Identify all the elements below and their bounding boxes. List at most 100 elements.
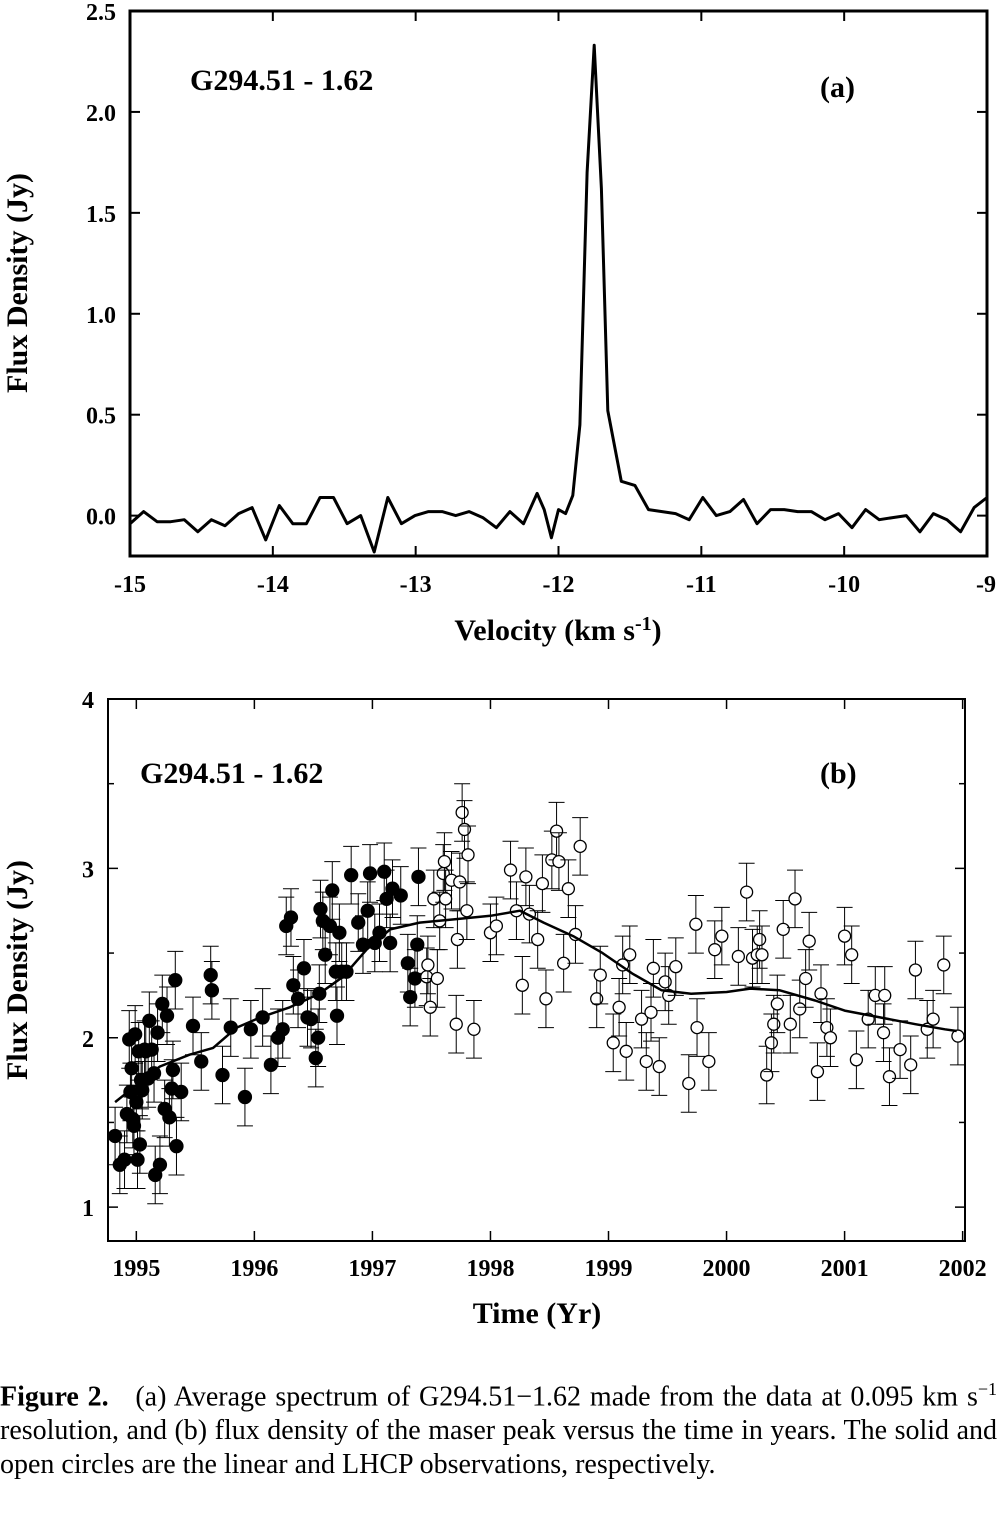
y-tick-label: 2 [82, 1027, 94, 1053]
linear-observation-point [144, 1042, 159, 1057]
linear-observation-point [296, 961, 312, 976]
linear-observation-point [410, 937, 425, 952]
linear-observation-point [152, 1157, 168, 1172]
lhcp-observation-point [793, 1002, 807, 1016]
panel-label: (b) [820, 757, 857, 790]
lhcp-observation-point [882, 1070, 897, 1084]
spectrum-line [129, 43, 988, 554]
linear-observation-point [310, 1030, 326, 1045]
linear-observation-point [403, 989, 418, 1005]
caption-text-1: (a) Average spectrum of G294.51−1.62 mad… [135, 1381, 978, 1413]
linear-observation-point [344, 867, 359, 883]
linear-observation-point [126, 1118, 142, 1133]
x-tick-label: 2000 [703, 1256, 751, 1282]
x-axis-label: Time (Yr) [473, 1297, 602, 1330]
lhcp-observation-point [810, 1064, 825, 1079]
linear-observation-point [308, 1050, 323, 1066]
lhcp-observation-point [682, 1076, 696, 1091]
linear-observation-point [194, 1054, 209, 1069]
linear-observation-point [407, 971, 423, 986]
lhcp-observation-point [951, 1029, 965, 1043]
lhcp-observation-point [904, 1058, 918, 1072]
lhcp-observation-point [739, 885, 754, 899]
flux-time-chart: 1995 1996 1997 1998 1999 2000 2001 2002 1 2 3 4 G294… [1, 688, 987, 1330]
x-tick-label: 1997 [348, 1256, 396, 1282]
lhcp-observation-point [593, 968, 607, 982]
lhcp-observation-point [503, 863, 518, 877]
y-tick-label: 4 [82, 688, 94, 714]
linear-observation-point [400, 956, 415, 971]
lhcp-observation-point [644, 1005, 658, 1019]
lhcp-observation-point [539, 992, 553, 1006]
lhcp-observation-point [467, 1022, 481, 1036]
lhcp-observation-point [702, 1054, 716, 1069]
lhcp-observation-point [849, 1053, 864, 1067]
lhcp-observation-point [449, 1017, 463, 1031]
lhcp-observation-point [427, 892, 441, 906]
x-tick-label: -13 [400, 572, 432, 598]
linear-observation-point [185, 1018, 201, 1034]
y-axis-label: Flux Density (Jy) [1, 173, 34, 393]
x-tick-label: 2001 [821, 1256, 869, 1282]
lhcp-observation-point [937, 958, 951, 972]
linear-observation-point [130, 1152, 145, 1167]
lhcp-observation-point [461, 848, 475, 862]
lhcp-observation-point [926, 1012, 940, 1026]
linear-observation-point [135, 1083, 150, 1098]
x-tick-label: 1996 [230, 1256, 278, 1282]
lhcp-observation-point [573, 839, 587, 854]
lhcp-observation-point [438, 892, 453, 906]
linear-observation-point [283, 910, 299, 925]
lhcp-observation-point [788, 892, 802, 906]
y-tick-label: 1 [82, 1196, 94, 1222]
y-tick-label: 1.5 [86, 202, 116, 228]
x-tick-label: -12 [543, 572, 575, 598]
x-tick-label: -11 [686, 572, 717, 598]
y-tick-label: 2.5 [86, 0, 116, 26]
lhcp-observation-point [489, 919, 504, 933]
linear-observation-point [360, 903, 375, 918]
lhcp-observation-point [623, 948, 637, 962]
x-tick-label: 2002 [939, 1256, 987, 1282]
y-tick-label: 3 [82, 857, 94, 883]
lhcp-observation-point [689, 917, 703, 931]
lhcp-observation-point [783, 1017, 797, 1031]
lhcp-observation-point [878, 988, 892, 1003]
linear-observation-point [174, 1084, 189, 1100]
linear-observation-point [275, 1022, 290, 1037]
lhcp-observation-point [531, 932, 545, 947]
lhcp-observation-point [552, 854, 566, 869]
linear-observation-point [329, 1008, 345, 1023]
lhcp-observation-point [845, 948, 859, 962]
caption-sup: −1 [977, 1379, 997, 1399]
lhcp-observation-point [652, 1059, 666, 1074]
x-tick-label: -10 [828, 572, 860, 598]
x-axis-label: Velocity (km s-1) [454, 613, 661, 647]
linear-observation-point [325, 883, 340, 898]
lhcp-observation-point [549, 824, 564, 838]
panel-label: (a) [820, 71, 855, 104]
lhcp-observation-point [455, 805, 469, 820]
y-tick-label: 1.0 [86, 303, 116, 329]
lhcp-observation-point [876, 1026, 891, 1040]
y-axis-label: Flux Density (Jy) [1, 860, 34, 1080]
linear-observation-point [382, 935, 398, 951]
lhcp-observation-point [639, 1054, 653, 1069]
lhcp-observation-point [814, 987, 828, 1001]
plot-frame [107, 698, 966, 1242]
figure-caption: Figure 2. (a) Average spectrum of G294.5… [0, 1372, 997, 1482]
linear-observation-point [313, 901, 328, 917]
lhcp-observation-point [421, 958, 435, 972]
lhcp-observation-point [770, 997, 784, 1011]
linear-observation-point [128, 1027, 143, 1042]
spectrum-chart: -15 -14 -13 -12 -11 -10 -9 0.0 0.5 1.0 1.5 2.0 2.5 G2… [1, 0, 996, 647]
caption-text-2: resolution, and (b) flux density of the … [0, 1415, 997, 1481]
source-label: G294.51 - 1.62 [190, 64, 373, 97]
linear-observation-point [362, 866, 378, 881]
lhcp-observation-point [606, 1036, 620, 1050]
lhcp-observation-point [515, 978, 529, 992]
lhcp-observation-point [731, 949, 746, 964]
x-tick-label: 1998 [466, 1256, 514, 1282]
lhcp-observation-point [457, 822, 472, 837]
linear-observation-point [124, 1061, 139, 1076]
